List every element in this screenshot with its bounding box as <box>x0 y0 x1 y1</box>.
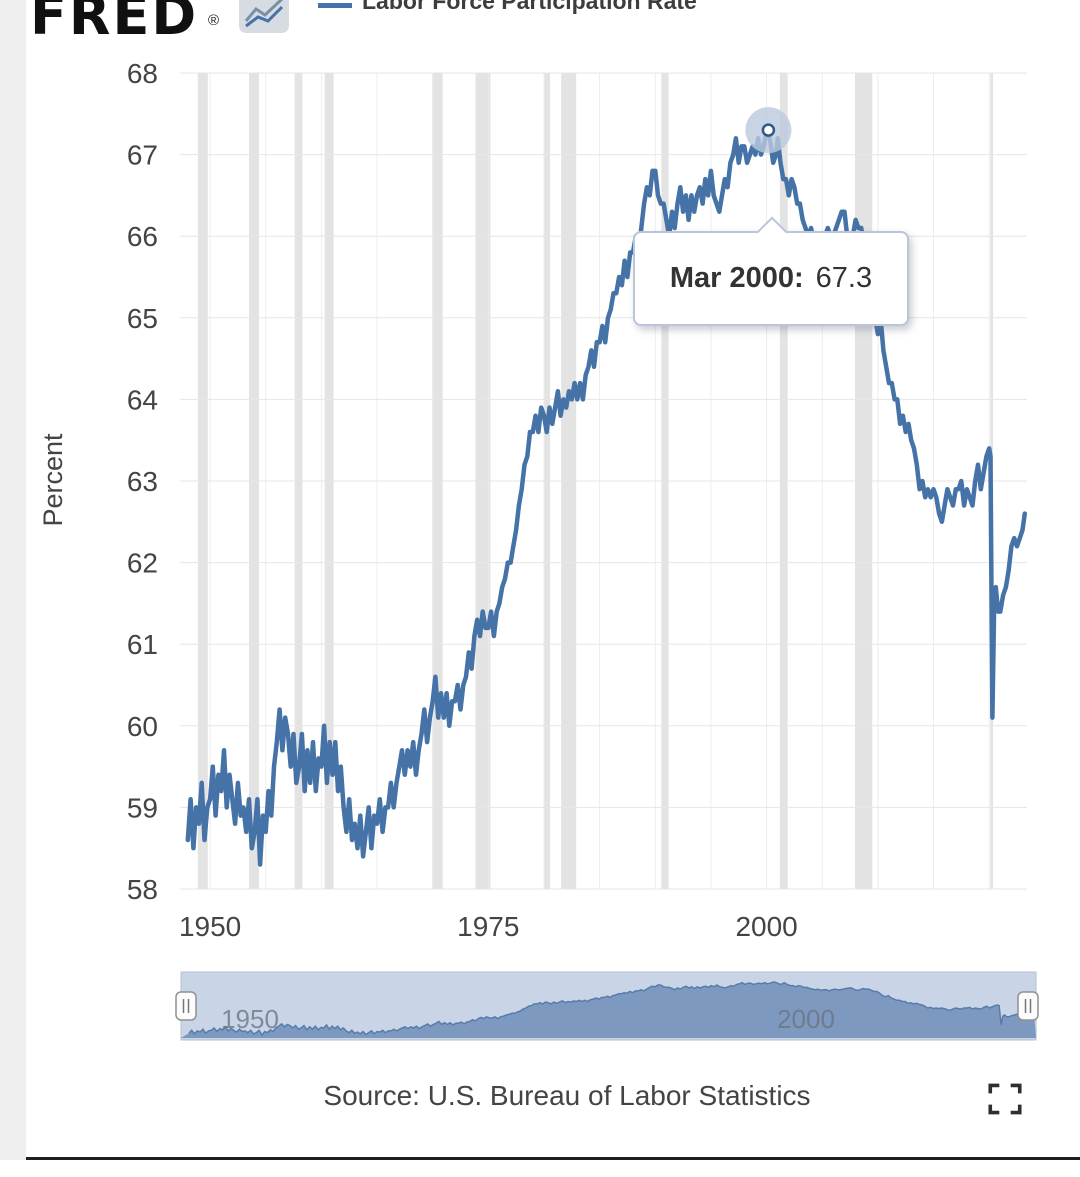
y-tick-label: 60 <box>127 711 158 742</box>
slider-mini-line <box>188 981 1035 1037</box>
fred-line-chart-icon <box>238 0 290 39</box>
series-title[interactable]: Labor Force Participation Rate <box>362 0 697 14</box>
y-tick-label: 65 <box>127 303 158 334</box>
lfpr-series-line <box>185 127 1028 867</box>
y-tick-label: 66 <box>127 221 158 252</box>
y-tick-label: 68 <box>127 58 158 89</box>
page-left-margin <box>0 0 26 1160</box>
fullscreen-button[interactable] <box>986 1081 1024 1119</box>
y-tick-label: 67 <box>127 140 158 171</box>
y-tick-label: 61 <box>127 629 158 660</box>
slider-mini-area <box>181 982 1036 1038</box>
x-tick-label: 1950 <box>179 911 241 942</box>
x-tick-label: 2000 <box>735 911 797 942</box>
fred-logo-text: FRED <box>30 0 199 42</box>
y-tick-label: 59 <box>127 792 158 823</box>
y-axis-title: Percent <box>38 433 68 527</box>
tooltip-date: Mar 2000: <box>669 262 804 294</box>
y-tick-label: 58 <box>127 874 158 905</box>
plot-area[interactable] <box>180 73 1027 889</box>
series-legend-key <box>318 3 352 8</box>
y-tick-label: 62 <box>127 548 158 579</box>
registered-mark: ® <box>208 12 220 29</box>
y-tick-label: 63 <box>127 466 158 497</box>
slider-handle-left[interactable] <box>175 991 197 1021</box>
chart-header: FRED ® Labor Force Participation Rate <box>26 0 1080 42</box>
y-tick-label: 64 <box>127 384 158 415</box>
slider-year-label-right: 2000 <box>777 1004 835 1034</box>
x-tick-label: 1975 <box>457 911 519 942</box>
bottom-border <box>26 1157 1080 1160</box>
axis-labels: 58 59 60 61 62 63 64 65 66 67 68 1950 1975 2000 <box>127 58 798 942</box>
tooltip-value: 67.3 <box>815 262 873 294</box>
slider-handle-right[interactable] <box>1017 991 1039 1021</box>
slider-year-label-left: 1950 <box>221 1004 279 1034</box>
expand-corners-icon <box>988 1083 1022 1114</box>
tooltip: Mar 2000: 67.3 <box>633 216 909 326</box>
source-attribution: Source: U.S. Bureau of Labor Statistics <box>323 1080 811 1111</box>
highlight-dot <box>761 123 776 137</box>
